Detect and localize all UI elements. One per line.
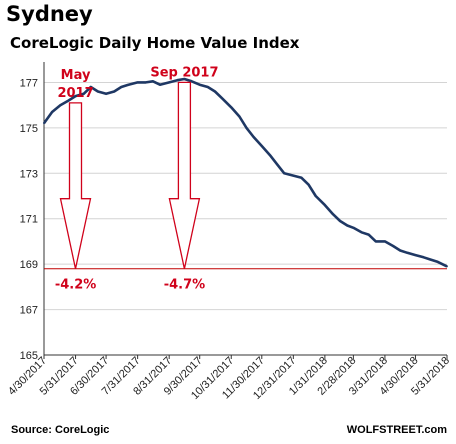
data-point [384,240,386,243]
data-point [127,83,130,86]
data-point [346,224,349,227]
data-point [332,213,334,216]
data-point [59,104,62,107]
data-point [120,86,123,88]
data-point [414,254,417,256]
index-series-line [42,77,448,268]
data-point [97,90,99,93]
data-point [260,145,263,147]
data-point [367,233,370,236]
data-point [144,81,147,84]
y-tick-label: 171 [20,214,38,226]
data-point [436,260,439,263]
y-tick-label: 173 [20,168,38,180]
annotation-label: Sep 2017 [150,65,218,80]
data-point [352,226,355,229]
data-point [429,258,432,261]
chart-subtitle: CoreLogic Daily Home Value Index [10,34,300,52]
data-point [176,79,179,82]
data-point [292,174,295,177]
y-tick-label: 165 [20,350,38,362]
grid [44,81,447,311]
chart-title: Sydney [6,2,93,26]
data-point [307,183,310,186]
data-point [206,86,209,88]
data-point [406,251,409,254]
data-point [314,195,317,197]
data-point [221,97,223,100]
data-point [105,92,107,95]
source-note: Source: CoreLogic [11,424,110,436]
drop-percent-label: -4.7% [164,278,205,293]
data-point [276,163,278,166]
data-point [67,99,70,102]
data-point [43,122,45,125]
data-point [168,81,171,84]
y-tick-label: 169 [20,259,38,271]
data-point [230,106,233,109]
data-point [269,154,271,157]
drop-arrow [168,81,201,269]
data-point [190,80,193,83]
series [42,77,448,270]
data-point [82,92,85,95]
annotation-label: May [61,68,91,83]
annotations: May 2017 -4.2% Sep 2017 -4.7% [55,65,219,292]
data-point [399,249,402,252]
data-point [159,83,161,86]
annotation-label: 2017 [57,86,93,101]
data-point [422,256,425,259]
drop-arrow [59,102,92,269]
data-point [252,136,255,138]
drop-percent-label: -4.2% [55,278,96,293]
y-tick-label: 177 [20,77,38,89]
data-point [51,111,54,113]
y-tick-label: 167 [20,305,38,317]
data-point [283,172,286,175]
data-point [198,83,201,86]
data-point [392,245,394,247]
data-point [300,176,303,179]
data-point [245,126,248,129]
data-point [183,78,186,80]
data-point [74,95,77,97]
data-point [89,86,92,88]
data-point [374,240,377,243]
data-point [446,265,448,268]
data-point [214,90,216,93]
data-point [151,80,154,83]
data-point [238,115,241,118]
data-point [339,220,342,222]
y-tick-label: 175 [20,123,38,135]
data-point [323,204,326,206]
data-point [136,81,139,84]
data-point [360,231,363,234]
brand-label: WOLFSTREET.com [346,424,447,436]
data-point [113,90,116,93]
